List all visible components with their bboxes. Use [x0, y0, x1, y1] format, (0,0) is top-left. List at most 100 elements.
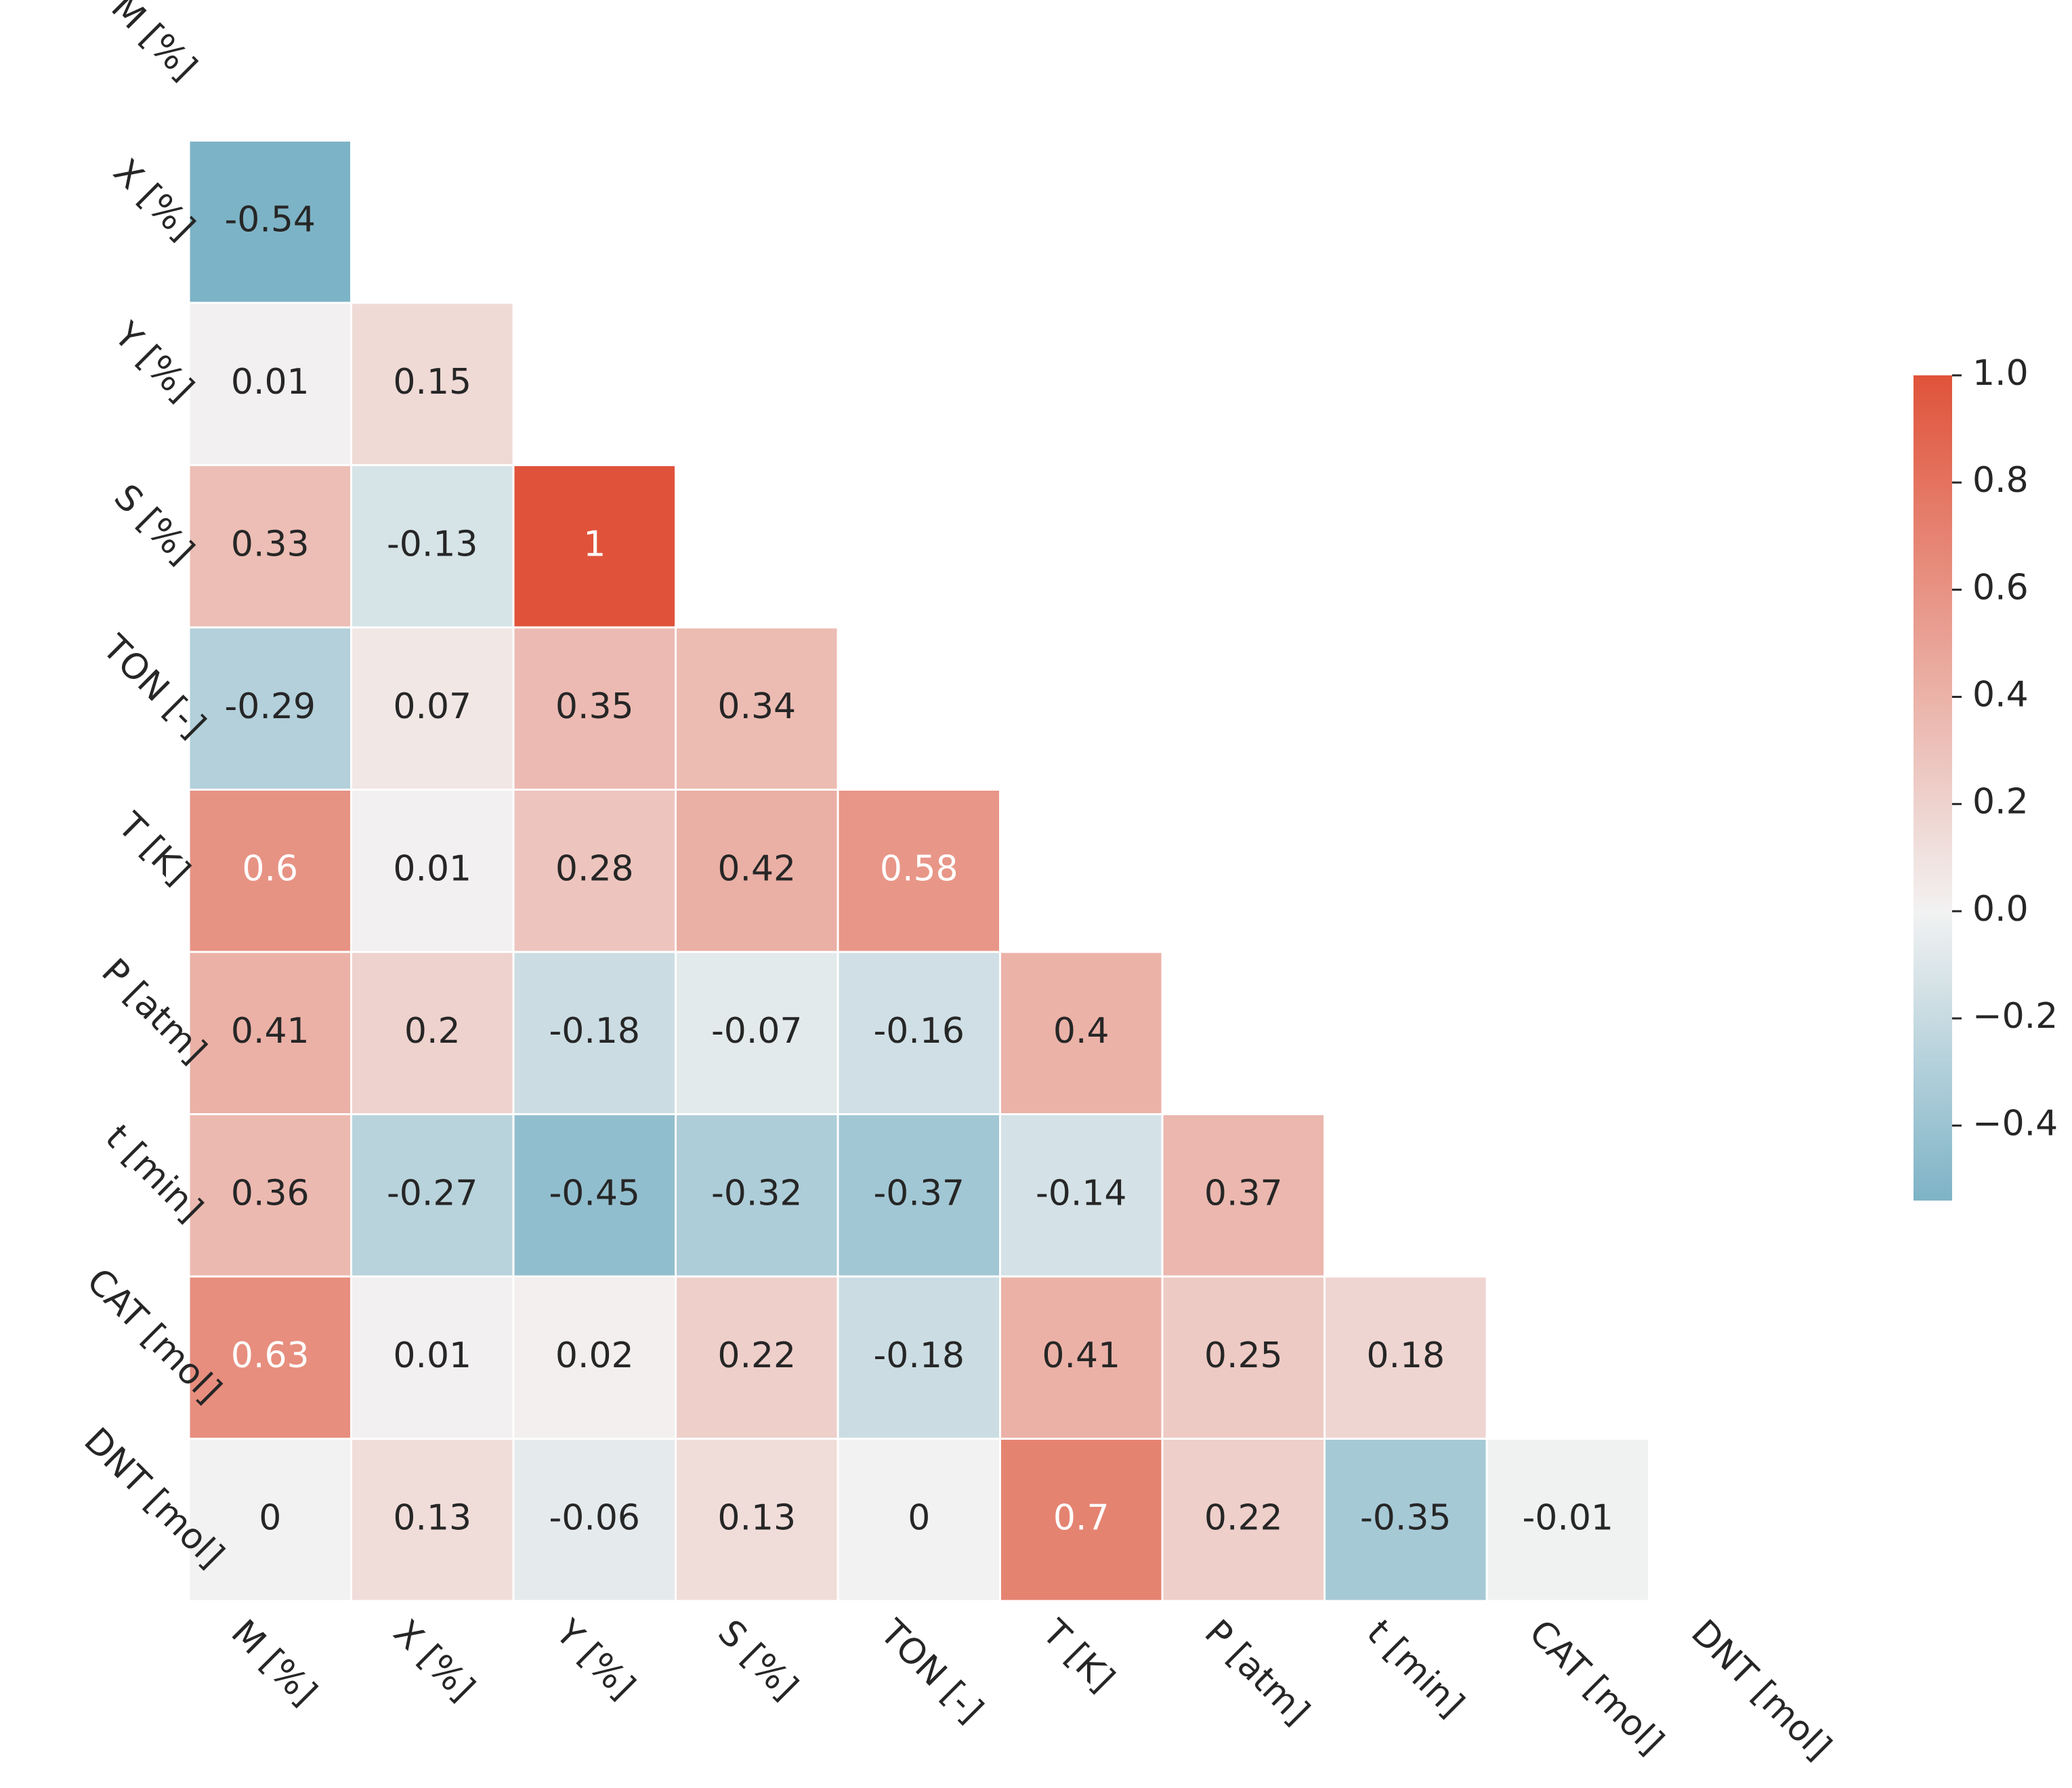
cell-label: 0.25 — [1204, 1335, 1283, 1376]
cell — [837, 951, 1001, 1115]
cell-label: 0 — [908, 1497, 930, 1538]
cell-label: 0.36 — [231, 1173, 310, 1213]
colorbar-tick-label: 0.8 — [1972, 460, 2029, 501]
cell-label: -0.32 — [711, 1173, 803, 1213]
cell — [350, 1438, 515, 1602]
x-tick-label: t [min] — [1359, 1613, 1472, 1726]
cell — [512, 789, 677, 953]
x-tick-label: T [K] — [1034, 1612, 1122, 1700]
colorbar-tick-label: −0.4 — [1972, 1103, 2058, 1144]
cell-label: 0.6 — [242, 848, 298, 889]
cell-label: 0.63 — [231, 1335, 310, 1376]
cell — [350, 789, 515, 953]
cell — [350, 464, 515, 629]
cell-label: -0.07 — [711, 1011, 803, 1052]
colorbar-tick-label: 0.2 — [1972, 782, 2029, 823]
cell-label: 0.58 — [880, 848, 958, 889]
cell-label: -0.13 — [387, 524, 478, 564]
cell-label: -0.18 — [873, 1335, 965, 1376]
colorbar-tick-label: 0.4 — [1972, 675, 2029, 715]
cell-label: -0.29 — [224, 686, 316, 727]
cell-label: 0.02 — [555, 1335, 634, 1376]
cell — [512, 1275, 677, 1440]
cell — [675, 951, 839, 1115]
cell-label: 0.28 — [555, 848, 634, 889]
cell-label: 0.4 — [1053, 1011, 1109, 1052]
y-tick-label: T [K] — [110, 805, 198, 893]
y-tick-label: X [%] — [106, 152, 203, 249]
cell-label: 0.41 — [231, 1011, 310, 1052]
cell-label: 0.22 — [717, 1335, 796, 1376]
cell-label: -0.45 — [549, 1173, 640, 1213]
cell — [188, 1438, 352, 1602]
cell-label: -0.18 — [549, 1011, 640, 1052]
colorbar — [1914, 375, 1952, 1201]
cell-label: -0.16 — [873, 1011, 965, 1052]
cell-label: 0.13 — [393, 1497, 471, 1538]
cell-label: -0.54 — [224, 199, 316, 240]
y-tick-label: S [%] — [106, 477, 202, 573]
cell — [675, 626, 839, 791]
cell-label: 0.15 — [393, 362, 471, 402]
cell-label: 0.42 — [717, 848, 796, 889]
colorbar-tick-label: −0.2 — [1972, 996, 2058, 1037]
cell-label: -0.27 — [387, 1173, 478, 1213]
cell-label: -0.06 — [549, 1497, 640, 1538]
cell-label: 0.22 — [1204, 1497, 1283, 1538]
cell-label: 0.13 — [717, 1497, 796, 1538]
x-tick-label: M [%] — [224, 1613, 324, 1713]
x-tick-label: X [%] — [385, 1613, 482, 1709]
cell — [512, 1438, 677, 1602]
cell-label: 0.01 — [231, 362, 310, 402]
cell — [1161, 1438, 1326, 1602]
cell-label: 0.01 — [393, 1335, 471, 1376]
cell — [675, 1438, 839, 1602]
cell — [188, 302, 352, 466]
cell — [350, 302, 515, 466]
cell-label: 1 — [583, 524, 606, 564]
cell — [999, 1438, 1164, 1602]
x-tick-label: S [%] — [710, 1613, 805, 1708]
cell — [999, 951, 1164, 1115]
x-tick-label: TON [-] — [872, 1612, 991, 1731]
cell-label: 0.35 — [555, 686, 634, 727]
cell — [350, 626, 515, 791]
cell — [512, 951, 677, 1115]
cell — [1485, 1438, 1650, 1602]
cell — [512, 464, 677, 629]
cell-label: -0.14 — [1036, 1173, 1127, 1213]
cell — [350, 951, 515, 1115]
cell-label: 0.2 — [404, 1011, 461, 1052]
cell-label: -0.01 — [1522, 1497, 1613, 1538]
cell-label: -0.35 — [1360, 1497, 1452, 1538]
cell-label: 0.41 — [1042, 1335, 1120, 1376]
cell-label: -0.37 — [873, 1173, 965, 1213]
cell — [675, 1113, 839, 1278]
cell-label: 0.01 — [393, 848, 471, 889]
cell — [188, 140, 352, 304]
cell-label: 0 — [259, 1497, 281, 1538]
colorbar-tick-label: 1.0 — [1972, 353, 2029, 394]
cell — [188, 464, 352, 629]
y-tick-label: Y [%] — [106, 314, 201, 410]
cell — [188, 1275, 352, 1440]
x-tick-label: P [atm] — [1197, 1613, 1317, 1733]
x-tick-label: CAT [mol] — [1521, 1613, 1672, 1763]
y-tick-label: M [%] — [103, 0, 204, 88]
colorbar-tick-label: 0.6 — [1972, 567, 2029, 608]
cell-label: 0.7 — [1053, 1497, 1109, 1538]
colorbar-tick-label: 0.0 — [1972, 889, 2029, 930]
cell — [188, 951, 352, 1115]
x-tick-label: Y [%] — [547, 1612, 643, 1707]
cell — [350, 1113, 515, 1278]
cell-label: 0.18 — [1366, 1335, 1445, 1376]
cell — [999, 1113, 1164, 1278]
cell — [837, 1438, 1001, 1602]
cell — [1161, 1275, 1326, 1440]
cell-label: 0.33 — [231, 524, 310, 564]
cell — [675, 789, 839, 953]
cell — [1324, 1275, 1488, 1440]
x-tick-label: DNT [mol] — [1683, 1613, 1839, 1768]
